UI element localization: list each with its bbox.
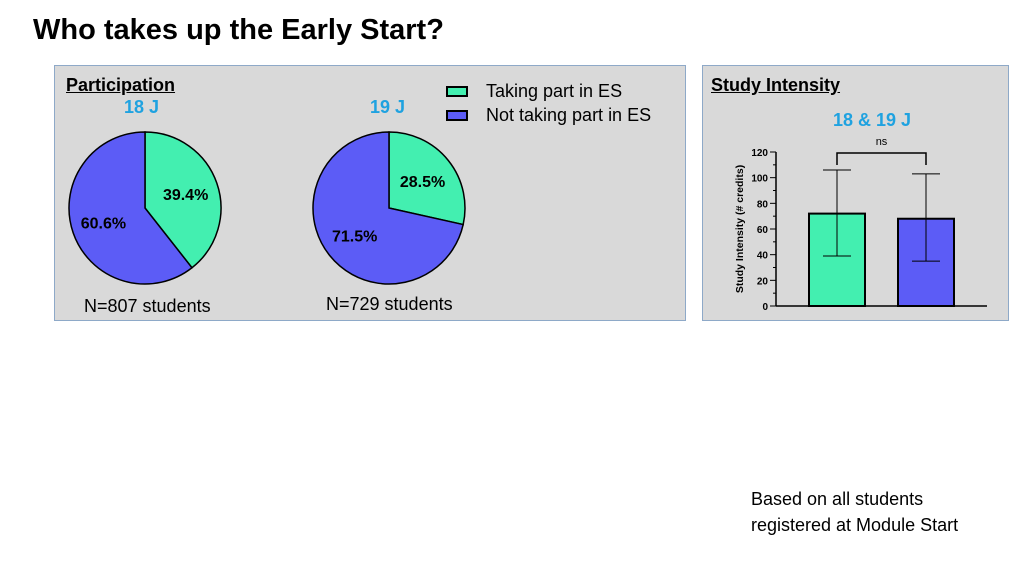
legend-swatch-taking-part [446,85,468,97]
intensity-cohort-label: 18 & 19 J [833,110,912,130]
participation-heading: Participation [66,75,176,95]
page-title: Who takes up the Early Start? [33,14,444,46]
footnote-line-2: registered at Module Start [751,515,959,535]
pie-18j-value-label-not-taking-part: 60.6% [81,215,126,232]
intensity-panel: Study Intensity 18 & 19 J 0 20 40 60 80 100 12… [702,65,1009,321]
pie-18j-slice-taking-part [144,131,222,269]
pie-19j-slice-not-taking-part [312,131,465,285]
pie-19j-value-label-not-taking-part: 71.5% [332,229,377,246]
pie-18j-title: 18 J [124,97,160,117]
legend-swatch-not-taking-part [446,109,468,121]
n-label-18j: N=807 students [84,296,211,316]
y-tick-label: 60 [757,225,769,236]
y-tick-label: 100 [751,174,768,185]
footnote-line-1: Based on all students [751,489,924,509]
n-label-19j: N=729 students [326,294,453,314]
y-tick-label: 0 [762,302,768,313]
y-tick-label: 120 [751,148,768,159]
y-tick-label: 80 [757,199,769,210]
legend-item-taking-part: Taking part in ES [446,79,651,103]
pie-chart-19j: 28.5% 71.5% [312,131,466,285]
pie-19j-value-label-taking-part: 28.5% [400,174,445,191]
legend-label-taking-part: Taking part in ES [486,80,623,101]
legend: Taking part in ES Not taking part in ES [446,79,651,127]
intensity-heading: Study Intensity [711,75,841,95]
pie-chart-18j: 39.4% 60.6% [68,131,222,285]
pie-18j-value-label-taking-part: 39.4% [163,187,208,204]
pie-18j-slice-not-taking-part [68,131,194,285]
pie-19j-title: 19 J [370,97,406,117]
y-tick-label: 40 [757,251,769,262]
y-tick-label: 20 [757,276,769,287]
significance-label: ns [876,136,888,148]
y-axis-label: Study Intensity (# credits) [734,165,746,293]
significance-bracket [836,152,927,165]
legend-label-not-taking-part: Not taking part in ES [486,104,652,125]
legend-item-not-taking-part: Not taking part in ES [446,103,651,127]
bar-chart-study-intensity: 0 20 40 60 80 100 120 Study Intensity (# credit… [734,136,987,313]
pie-19j-slice-taking-part [388,131,466,226]
participation-panel: Participation 18 J 19 J 39.4% 60.6% 28.5%… [54,65,686,321]
footnote: Based on all students registered at Modu… [751,486,1021,538]
